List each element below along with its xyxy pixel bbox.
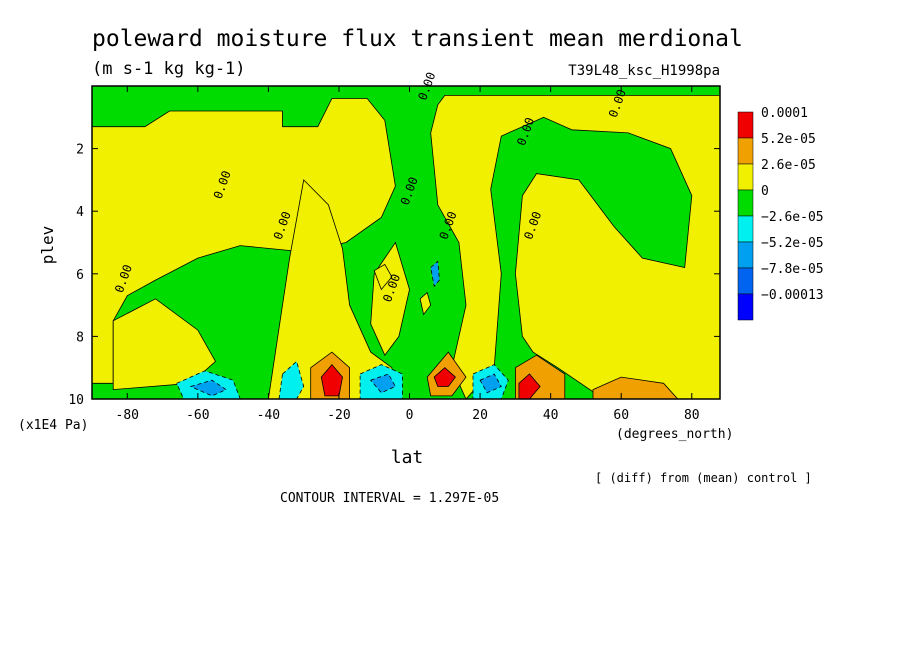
- legend-label-1: 5.2e-05: [761, 132, 816, 147]
- contour-region-3: [112, 298, 217, 391]
- x-tick-label-3: -20: [327, 408, 350, 423]
- legend-label-2: 2.6e-05: [761, 158, 816, 173]
- x-tick-label-8: 80: [684, 408, 700, 423]
- contour-region-10: [320, 363, 343, 397]
- run-label: T39L48_ksc_H1998pa: [568, 63, 720, 79]
- x-axis-label: lat: [391, 447, 424, 468]
- legend-label-0: 0.0001: [761, 106, 808, 121]
- plot-area: 0.000.000.000.000.000.000.00 0.000.000.00…: [68, 70, 721, 423]
- y-tick-label-0: 2: [76, 143, 84, 158]
- y-axis-ticks: 2 4 6 8 10: [68, 143, 720, 408]
- contour-region-9: [592, 376, 679, 400]
- legend-swatch-2: [737, 163, 754, 191]
- contour-region-18: [370, 373, 396, 394]
- y-tick-label-3: 8: [76, 330, 84, 345]
- contour-region-2: [267, 179, 393, 400]
- x-tick-label-5: 20: [472, 408, 488, 423]
- legend-swatch-3: [737, 189, 754, 217]
- x-tick-label-4: 0: [406, 408, 414, 423]
- legend-label-5: −5.2e-05: [761, 236, 824, 251]
- chart-units: (m s-1 kg kg-1): [92, 59, 246, 79]
- legend-swatch-6: [737, 267, 754, 295]
- y-tick-label-1: 4: [76, 205, 84, 220]
- chart-title: poleward moisture flux transient mean me…: [92, 26, 743, 52]
- contour-region-14: [278, 360, 305, 400]
- legend-label-6: −7.8e-05: [761, 262, 824, 277]
- y-axis-units: (x1E4 Pa): [18, 418, 88, 433]
- legend-label-4: −2.6e-05: [761, 210, 824, 225]
- contour-region-20: [430, 260, 440, 288]
- legend-swatch-7: [737, 293, 754, 321]
- comparison-note: [ (diff) from (mean) control ]: [595, 471, 812, 485]
- x-tick-label-7: 60: [613, 408, 629, 423]
- x-axis-units: (degrees_north): [616, 427, 733, 442]
- contour-interval: CONTOUR INTERVAL = 1.297E-05: [280, 491, 499, 506]
- x-tick-label-0: -80: [116, 408, 139, 423]
- contour-region-11: [433, 367, 456, 387]
- y-tick-label-2: 6: [76, 268, 84, 283]
- plot-frame: [91, 85, 721, 400]
- filled-contours: [91, 85, 721, 400]
- y-tick-label-4: 10: [68, 393, 84, 408]
- contour-region-21: [373, 263, 393, 291]
- contour-region-12: [518, 373, 541, 400]
- colorbar-legend: 0.0001 5.2e-05 2.6e-05 0 −2.6e-05 −5.2e-05 −7.…: [737, 106, 824, 321]
- contour-region-4: [430, 95, 721, 400]
- x-tick-label-1: -60: [186, 408, 209, 423]
- legend-swatch-4: [737, 215, 754, 243]
- x-axis-ticks: -80 -60 -40 -20 0 20 40 60 80: [116, 86, 700, 423]
- legend-label-3: 0: [761, 184, 769, 199]
- legend-label-7: −0.00013: [761, 288, 824, 303]
- x-tick-label-2: -40: [257, 408, 280, 423]
- legend-swatch-1: [737, 137, 754, 165]
- legend-swatch-5: [737, 241, 754, 269]
- contour-region-17: [189, 379, 227, 397]
- contour-region-22: [419, 291, 432, 316]
- y-axis-label: plev: [38, 226, 57, 265]
- x-tick-label-6: 40: [543, 408, 559, 423]
- legend-swatch-0: [737, 111, 754, 139]
- contour-region-19: [479, 373, 502, 394]
